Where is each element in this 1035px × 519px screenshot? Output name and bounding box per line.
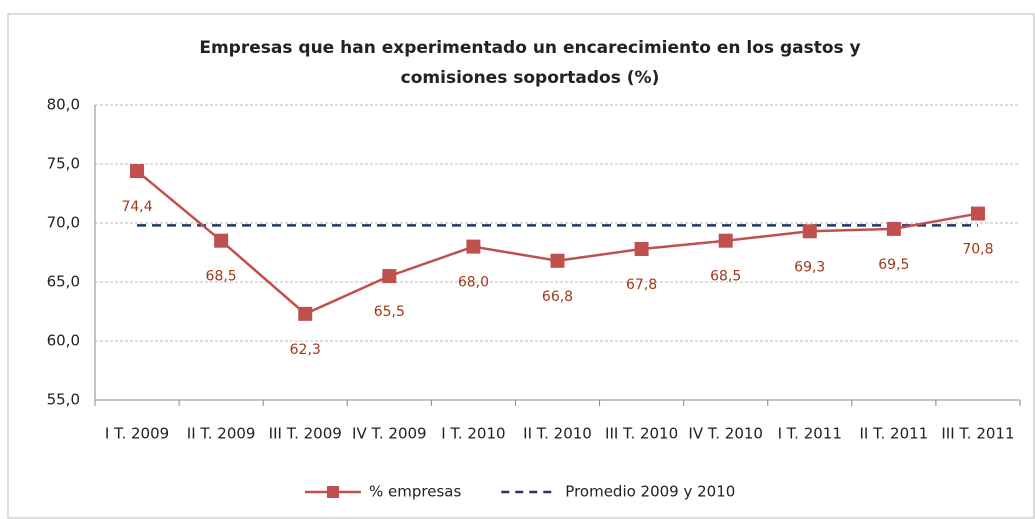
y-tick-label: 55,0 xyxy=(47,391,80,409)
marker xyxy=(886,221,901,236)
y-tick-label: 75,0 xyxy=(47,155,80,173)
y-tick-label: 65,0 xyxy=(47,273,80,291)
marker xyxy=(382,269,397,284)
data-label: 62,3 xyxy=(290,342,321,358)
x-tick-label: I T. 2010 xyxy=(441,425,505,443)
marker xyxy=(550,253,565,268)
x-tick-label: II T. 2009 xyxy=(187,425,256,443)
data-label: 70,8 xyxy=(962,242,993,258)
marker xyxy=(214,233,229,248)
y-tick-label: 60,0 xyxy=(47,332,80,350)
x-tick-label: IV T. 2010 xyxy=(688,425,763,443)
y-tick-label: 70,0 xyxy=(47,214,80,232)
marker xyxy=(970,206,985,221)
data-label: 65,5 xyxy=(374,304,405,320)
data-label: 68,5 xyxy=(206,269,237,285)
marker xyxy=(634,241,649,256)
marker xyxy=(802,224,817,239)
data-label: 67,8 xyxy=(626,277,657,293)
x-tick-label: II T. 2011 xyxy=(860,425,929,443)
x-tick-label: II T. 2010 xyxy=(523,425,592,443)
marker xyxy=(298,306,313,321)
marker xyxy=(466,239,481,254)
data-label: 68,0 xyxy=(458,275,489,291)
data-label: 66,8 xyxy=(542,289,573,305)
chart-frame xyxy=(7,13,1035,519)
data-label: 69,5 xyxy=(878,257,909,273)
x-tick-label: I T. 2011 xyxy=(778,425,842,443)
x-tick-label: III T. 2009 xyxy=(269,425,342,443)
marker xyxy=(718,233,733,248)
chart-title: Empresas que han experimentado un encare… xyxy=(199,38,860,88)
y-tick-label: 80,0 xyxy=(47,96,80,114)
legend-label: Promedio 2009 y 2010 xyxy=(565,483,735,501)
data-label: 68,5 xyxy=(710,269,741,285)
x-tick-label: IV T. 2009 xyxy=(352,425,427,443)
x-tick-label: III T. 2011 xyxy=(941,425,1014,443)
legend-marker xyxy=(327,486,339,498)
x-tick-label: I T. 2009 xyxy=(105,425,169,443)
legend-label: % empresas xyxy=(369,483,461,501)
data-label: 69,3 xyxy=(794,259,825,275)
marker xyxy=(130,164,145,179)
x-tick-label: III T. 2010 xyxy=(605,425,678,443)
data-label: 74,4 xyxy=(121,199,152,215)
